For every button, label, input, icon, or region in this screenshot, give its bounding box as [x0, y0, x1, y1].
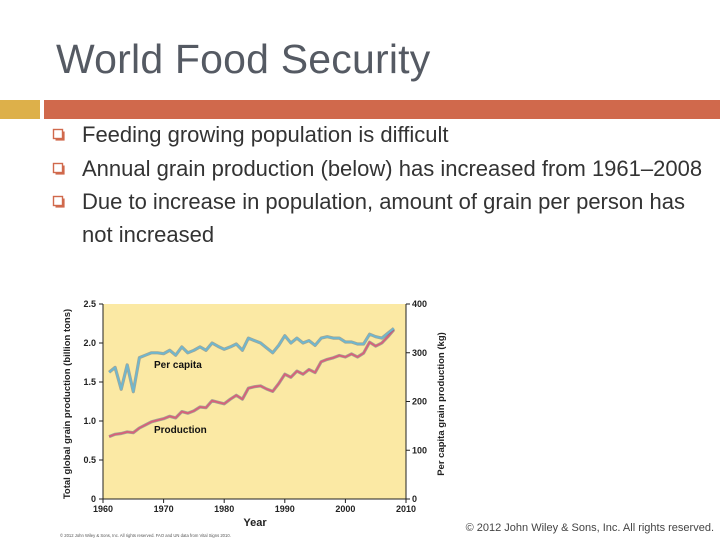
y-tick-label: 2.0 — [83, 338, 96, 348]
y2-tick-label: 300 — [412, 348, 427, 358]
figure-source-note: © 2012 John Wiley & Sons, Inc. All right… — [60, 533, 231, 538]
square-bullet-icon — [52, 195, 65, 208]
y-tick-label: 1.0 — [83, 416, 96, 426]
square-bullet-icon — [52, 162, 65, 175]
y2-tick-label: 400 — [412, 299, 427, 309]
y-tick-label: 0 — [91, 494, 96, 504]
bullet-item: Annual grain production (below) has incr… — [52, 152, 712, 185]
bullet-item: Due to increase in population, amount of… — [52, 185, 712, 251]
series-line-per-capita — [108, 327, 395, 393]
bullet-text: Due to increase in population, amount of… — [82, 189, 685, 247]
bullet-list: Feeding growing population is difficult … — [52, 118, 712, 251]
bullet-text: Feeding growing population is difficult — [82, 122, 449, 147]
bullet-text: Annual grain production (below) has incr… — [82, 156, 703, 181]
y-tick-label: 1.5 — [83, 377, 96, 387]
y-axis-title: Total global grain production (billion t… — [62, 309, 73, 499]
slide-title: World Food Security — [56, 36, 431, 82]
bullet-item: Feeding growing population is difficult — [52, 118, 712, 152]
y2-tick-label: 200 — [412, 397, 427, 407]
y2-tick-label: 0 — [412, 494, 417, 504]
x-tick-label: 2000 — [335, 504, 355, 514]
plot-background — [103, 304, 406, 499]
square-bullet-icon — [52, 128, 65, 141]
y-tick-label: 0.5 — [83, 455, 96, 465]
copyright-notice: © 2012 John Wiley & Sons, Inc. All right… — [465, 522, 714, 534]
x-tick-label: 1990 — [275, 504, 295, 514]
grain-production-chart: 1960 1970 1980 1990 2000 201000.51.01.52.02.5… — [60, 299, 447, 538]
x-tick-label: 2010 — [396, 504, 416, 514]
annotation-production: Production — [154, 425, 207, 436]
accent-bar-right — [44, 100, 720, 119]
series-line-production — [108, 329, 395, 438]
annotation-per-capita: Per capita — [154, 360, 202, 371]
y2-tick-label: 100 — [412, 445, 427, 455]
x-tick-label: 1980 — [214, 504, 234, 514]
y-tick-label: 2.5 — [83, 299, 96, 309]
chart-frame — [99, 303, 410, 503]
y2-axis-title: Per capita grain production (kg) — [436, 332, 447, 476]
x-axis-title: Year — [243, 517, 267, 529]
x-tick-label: 1960 — [93, 504, 113, 514]
accent-bar-left — [0, 100, 40, 119]
x-tick-label: 1970 — [154, 504, 174, 514]
chart-series — [108, 327, 396, 439]
chart-labels: 1960 1970 1980 1990 2000 201000.51.01.52.02.5… — [83, 299, 427, 514]
